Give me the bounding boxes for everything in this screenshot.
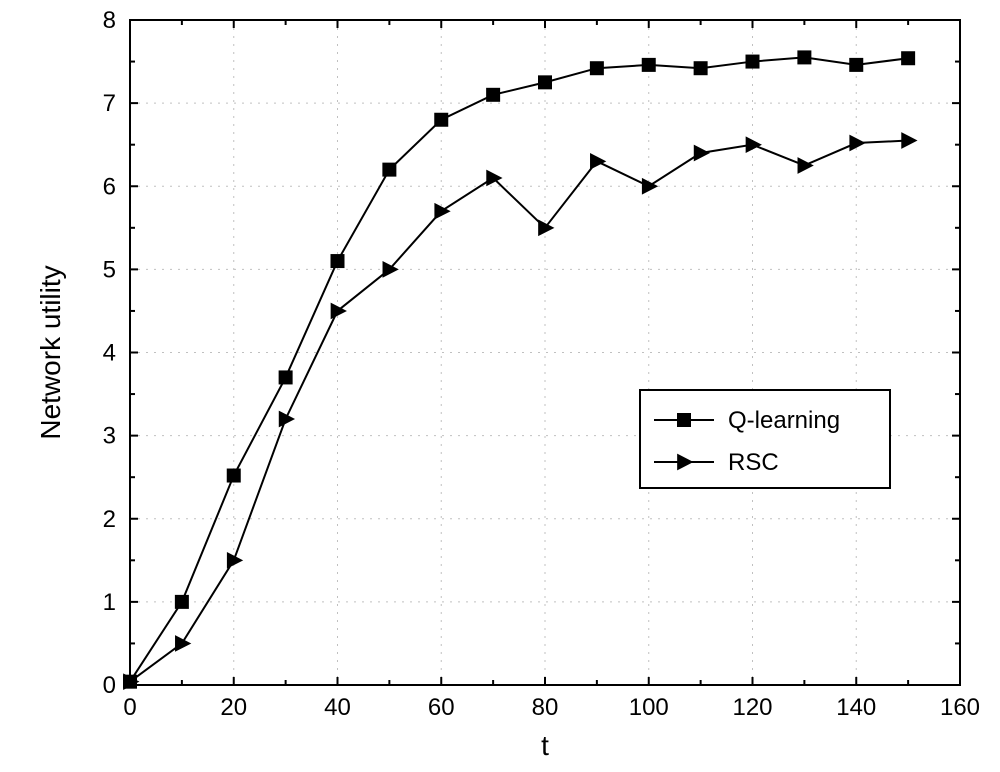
y-axis-label: Network utility — [35, 265, 66, 439]
legend-label-1: RSC — [728, 449, 779, 476]
svg-text:100: 100 — [629, 694, 669, 721]
svg-text:1: 1 — [103, 589, 116, 616]
legend-label-0: Q-learning — [728, 407, 840, 434]
svg-text:120: 120 — [732, 694, 772, 721]
svg-text:0: 0 — [103, 672, 116, 699]
svg-text:7: 7 — [103, 90, 116, 117]
svg-text:0: 0 — [123, 694, 136, 721]
svg-text:60: 60 — [428, 694, 455, 721]
svg-text:3: 3 — [103, 423, 116, 450]
svg-text:40: 40 — [324, 694, 351, 721]
svg-text:20: 20 — [220, 694, 247, 721]
svg-text:2: 2 — [103, 506, 116, 533]
svg-text:4: 4 — [103, 340, 116, 367]
svg-text:8: 8 — [103, 7, 116, 34]
svg-text:80: 80 — [532, 694, 559, 721]
legend: Q-learning RSC — [640, 390, 890, 488]
svg-text:5: 5 — [103, 256, 116, 283]
line-chart: 0 20 40 60 80 100 120 140 160 0 1 2 3 4 5 6 7 8 t Network u… — [0, 0, 1000, 772]
chart-container: 0 20 40 60 80 100 120 140 160 0 1 2 3 4 5 6 7 8 t Network u… — [0, 0, 1000, 772]
svg-text:160: 160 — [940, 694, 980, 721]
svg-text:6: 6 — [103, 173, 116, 200]
x-axis-label: t — [541, 730, 549, 761]
svg-text:140: 140 — [836, 694, 876, 721]
